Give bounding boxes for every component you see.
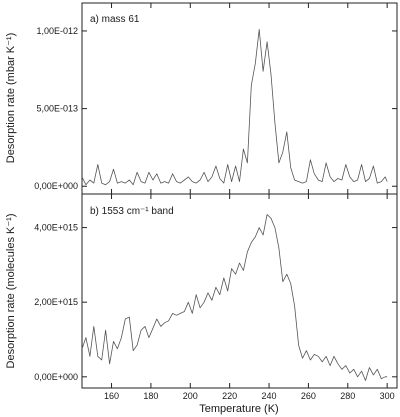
y-tick-label: 2,00E+015 [34,297,78,307]
panel-b-label: b) 1553 cm⁻¹ band [90,206,174,217]
panel-b-frame [81,193,398,389]
panel-a-label: a) mass 61 [90,14,140,25]
x-tick-label: 240 [262,391,277,401]
panel-b-y-axis-label: Desorption rate (molecules K⁻¹) [5,214,17,369]
series-mass-61-line [81,28,388,186]
panel-a-y-axis-label: Desorption rate (mbar K⁻¹) [5,33,17,164]
x-tick-label: 220 [222,391,237,401]
panel-a-frame [81,2,398,195]
x-tick-label: 300 [380,391,395,401]
y-tick-label: 0,00E+000 [34,372,78,382]
x-tick-label: 200 [183,391,198,401]
x-tick-label: 280 [340,391,355,401]
panel-a: a) mass 61 0,00E+000 5,00E-013 1,00E-012 D… [5,2,398,195]
panel-b: b) 1553 cm⁻¹ band 0,00E+000 2,00E+015 4,00… [5,193,398,415]
x-axis-label: Temperature (K) [199,403,278,415]
y-tick-label: 1,00E-012 [36,26,78,36]
y-tick-label: 4,00E+015 [34,223,78,233]
series-1553-band-line [81,214,388,381]
x-tick-label: 180 [143,391,158,401]
y-tick-label: 5,00E-013 [36,104,78,114]
x-tick-label: 160 [104,391,119,401]
y-tick-label: 0,00E+000 [34,181,78,191]
x-tick-label: 260 [301,391,316,401]
